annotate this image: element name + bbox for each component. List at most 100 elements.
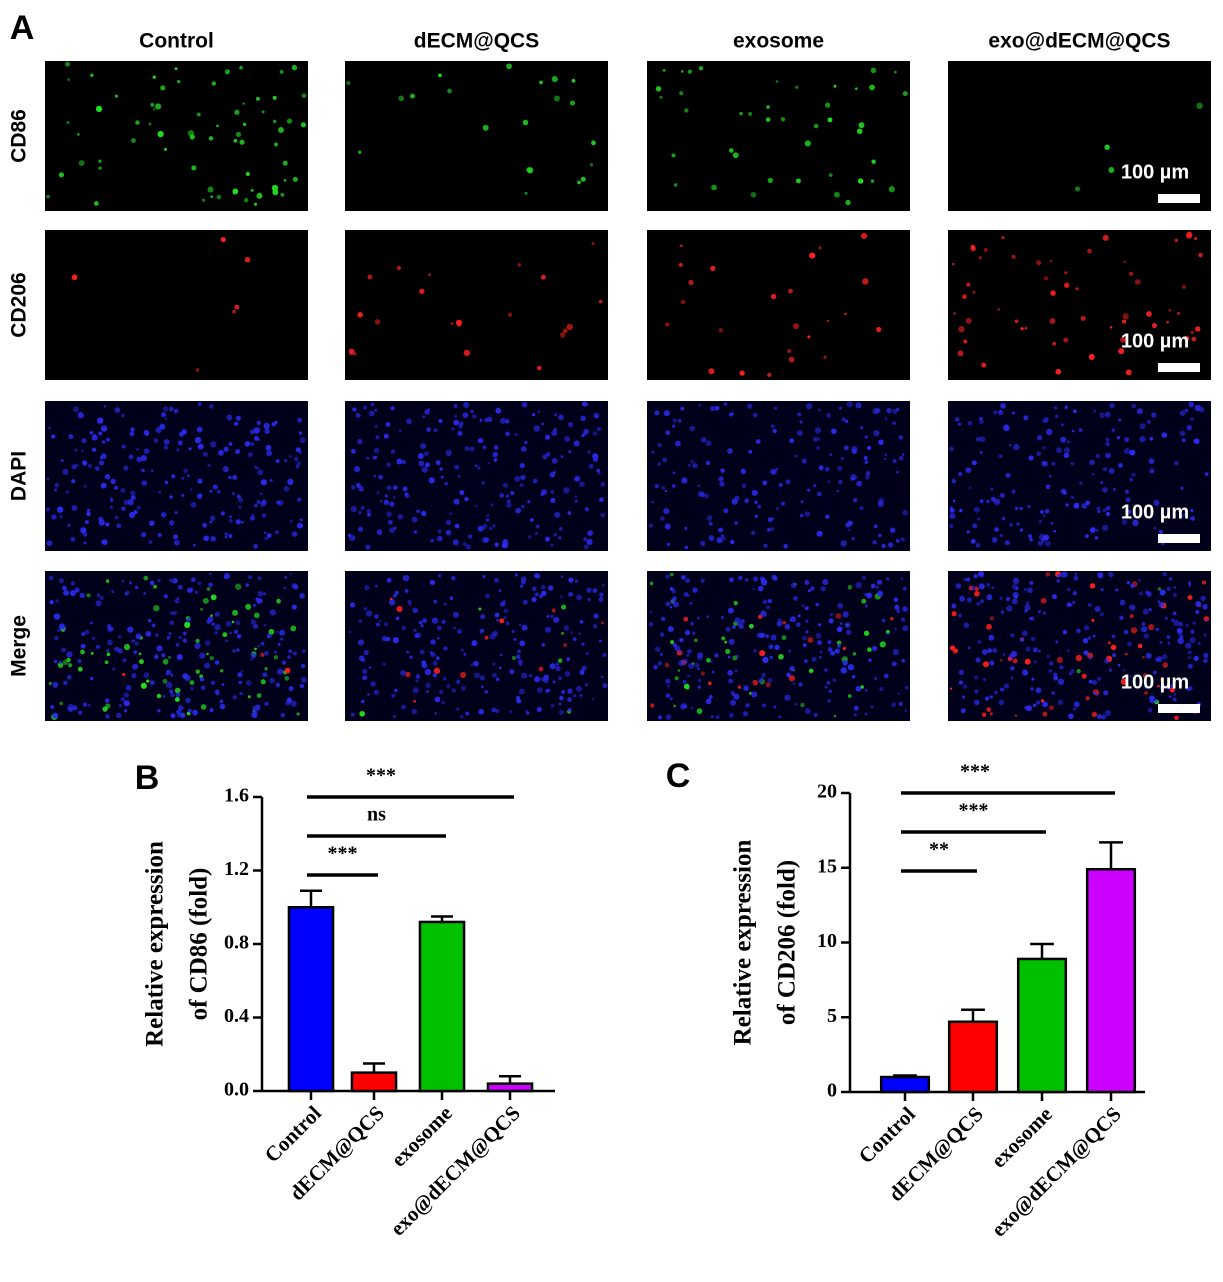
cell xyxy=(71,463,78,470)
cell xyxy=(1091,711,1098,718)
cell xyxy=(70,581,76,586)
cell xyxy=(671,153,676,158)
cell xyxy=(1120,336,1126,343)
cell xyxy=(773,406,778,411)
cell xyxy=(1051,594,1057,600)
cell xyxy=(245,680,252,686)
cell xyxy=(1100,481,1104,484)
cell xyxy=(851,448,857,455)
cell xyxy=(1174,715,1179,721)
cell xyxy=(568,591,574,597)
cell xyxy=(863,456,868,460)
cell xyxy=(363,607,368,611)
cell xyxy=(1158,601,1165,608)
cell xyxy=(568,450,572,454)
cell xyxy=(134,641,139,646)
cell xyxy=(241,520,244,524)
cell xyxy=(116,523,122,529)
cell xyxy=(1015,586,1019,591)
cell xyxy=(973,506,980,513)
cell xyxy=(648,523,653,528)
cell xyxy=(529,518,534,522)
cell xyxy=(1046,428,1053,436)
cell xyxy=(1136,408,1143,415)
cell xyxy=(896,470,900,474)
cell xyxy=(470,409,474,413)
cell xyxy=(745,703,749,707)
cell xyxy=(50,705,55,709)
cell xyxy=(733,693,740,700)
cell xyxy=(550,490,555,494)
cell xyxy=(520,584,524,588)
cell xyxy=(1087,248,1092,254)
cell xyxy=(684,526,688,530)
cell xyxy=(222,632,228,638)
cell xyxy=(994,527,999,532)
cell xyxy=(1079,481,1083,485)
cell xyxy=(816,639,823,646)
cell xyxy=(89,431,94,435)
cell xyxy=(222,466,229,473)
cell xyxy=(256,693,262,698)
cell xyxy=(1008,653,1014,659)
cell xyxy=(729,713,734,718)
cell xyxy=(998,454,1003,458)
cell xyxy=(1027,505,1031,508)
cell xyxy=(290,520,293,523)
cell xyxy=(65,490,70,494)
cell xyxy=(586,538,593,546)
cell xyxy=(1204,619,1208,622)
cell xyxy=(194,436,202,444)
cell xyxy=(574,579,579,584)
cell xyxy=(1012,591,1019,599)
cell xyxy=(1005,596,1011,602)
cell xyxy=(226,414,233,421)
cell xyxy=(58,578,64,584)
cell xyxy=(134,585,139,590)
cell xyxy=(553,428,557,432)
cell xyxy=(467,534,473,539)
cell xyxy=(1057,678,1065,685)
cell xyxy=(1167,641,1171,645)
cell xyxy=(256,420,261,426)
y-tick-label: 10 xyxy=(817,930,837,952)
cell xyxy=(1011,254,1016,259)
y-tick-label: 20 xyxy=(817,781,837,803)
cell xyxy=(173,539,180,546)
cell xyxy=(239,139,245,145)
cell xyxy=(147,618,152,623)
cell xyxy=(48,575,54,581)
cell xyxy=(977,640,982,644)
cell xyxy=(295,464,300,469)
cell xyxy=(962,294,967,300)
micrograph xyxy=(345,571,608,721)
cell xyxy=(1120,678,1128,685)
cell xyxy=(831,428,837,435)
cell xyxy=(237,674,241,677)
cell xyxy=(1094,536,1099,540)
cell xyxy=(563,625,570,631)
cell xyxy=(1040,597,1047,604)
cell xyxy=(509,669,515,675)
cell xyxy=(149,520,155,527)
cell xyxy=(750,191,757,198)
cell xyxy=(514,433,518,437)
cell xyxy=(463,401,470,409)
cell xyxy=(140,682,147,689)
cell xyxy=(1139,436,1146,443)
cell xyxy=(396,265,402,270)
cell xyxy=(866,592,873,599)
cell xyxy=(404,492,408,496)
cell xyxy=(558,527,563,531)
cell xyxy=(777,618,783,624)
cell xyxy=(503,616,507,620)
y-tick-label: 0.4 xyxy=(224,1005,249,1027)
cell xyxy=(481,481,486,485)
cell xyxy=(201,198,206,202)
cell xyxy=(405,671,411,678)
cell xyxy=(412,687,419,694)
cell xyxy=(300,524,304,528)
cell xyxy=(767,372,772,377)
cell xyxy=(949,687,953,690)
cell xyxy=(705,698,712,705)
